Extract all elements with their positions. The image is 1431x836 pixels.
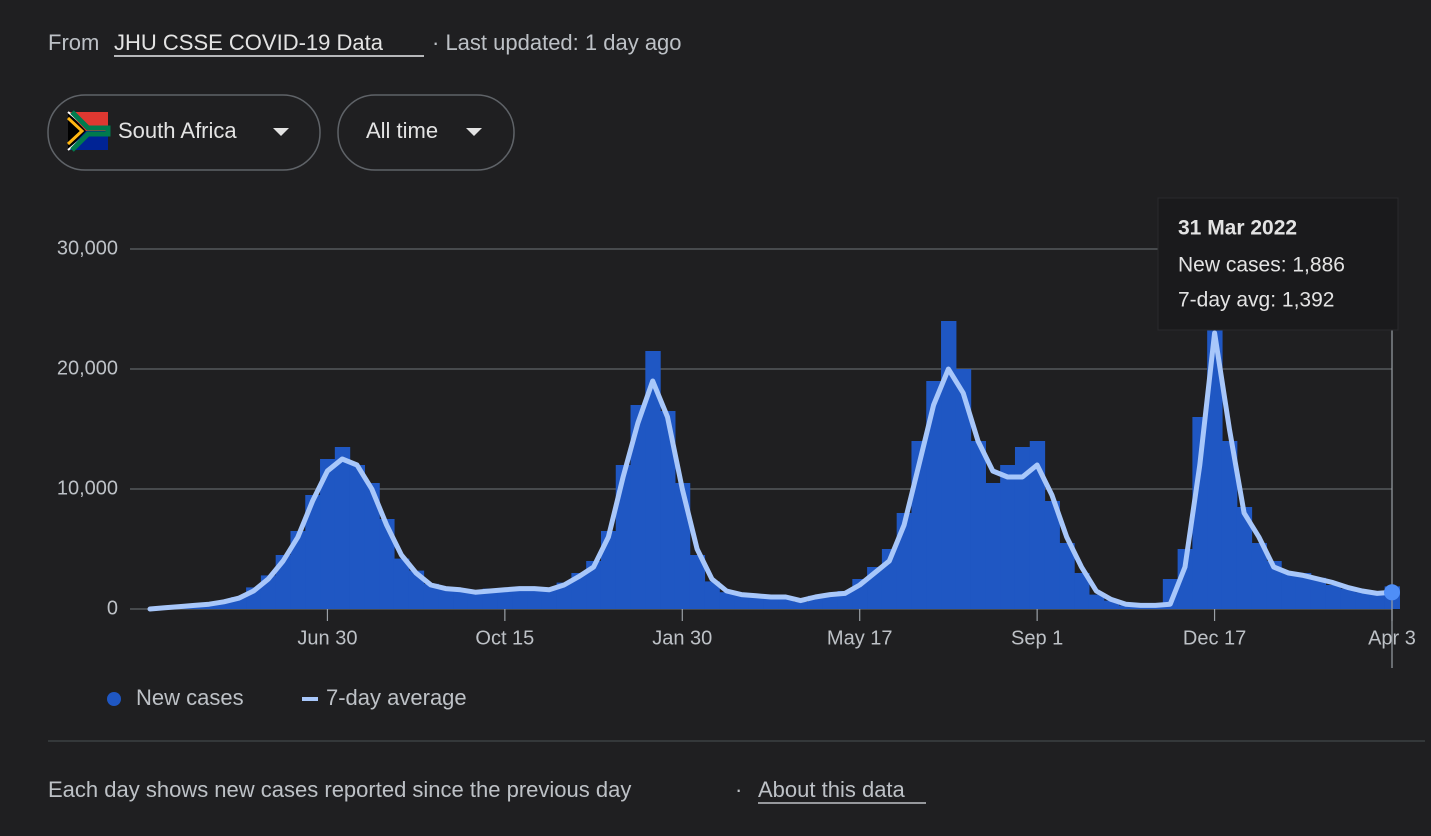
bar [1074, 573, 1090, 609]
bar [320, 459, 336, 609]
footer-note: Each day shows new cases reported since … [48, 777, 631, 802]
bar [1325, 585, 1341, 609]
header-prefix: From [48, 30, 99, 55]
y-tick-label: 20,000 [57, 357, 118, 379]
tooltip-average: 7-day avg: 1,392 [1178, 289, 1334, 312]
bar [1000, 465, 1016, 609]
bar [408, 570, 425, 609]
bar [941, 321, 957, 609]
country-filter[interactable]: South Africa [47, 94, 321, 171]
x-tick-label: Oct 15 [475, 627, 534, 649]
bar [926, 381, 942, 609]
average-line [147, 330, 1395, 612]
bar [497, 591, 513, 609]
bar [1192, 417, 1208, 609]
bar [778, 598, 794, 609]
y-tick-label: 0 [107, 597, 118, 619]
chart: 0 10,000 20,000 30,000 Jun 30 Oct 15 Jan 30 May… [57, 237, 1416, 710]
tooltip-date: 31 Mar 2022 [1178, 217, 1297, 240]
pill [47, 94, 321, 171]
pill [337, 94, 515, 171]
time-filter[interactable]: All time [337, 94, 515, 171]
bar [1251, 543, 1267, 609]
flag [66, 110, 111, 152]
bar [423, 583, 439, 609]
bar [586, 561, 602, 609]
bar [689, 555, 706, 609]
y-tick-label: 10,000 [57, 477, 118, 499]
bar [630, 405, 646, 609]
bar [1355, 592, 1371, 609]
bar [571, 573, 587, 609]
bar [349, 465, 365, 609]
last-updated: · Last updated: 1 day ago [432, 30, 682, 55]
filter-label: South Africa [118, 118, 237, 143]
bar [1236, 507, 1253, 609]
bar [1266, 561, 1282, 609]
footer-separator: · [735, 777, 742, 802]
x-tick-label: Jan 30 [652, 627, 712, 649]
bar [1162, 579, 1179, 609]
filter-label: All time [366, 118, 438, 143]
bar [1088, 594, 1105, 609]
bar [1281, 573, 1297, 609]
bar [290, 531, 306, 609]
bar [1340, 588, 1356, 609]
bar [393, 558, 410, 609]
bar [1029, 441, 1046, 609]
bar [1177, 549, 1193, 609]
bar [1059, 543, 1075, 609]
bar [216, 600, 232, 609]
bar [985, 483, 1001, 609]
bar [379, 519, 395, 609]
bar [660, 411, 676, 609]
bar [600, 531, 617, 609]
bar [1310, 577, 1327, 609]
tooltip: 31 Mar 2022 New cases: 1,886 7-day avg: 1,… [1157, 197, 1399, 331]
bar [955, 369, 972, 609]
dropdown-arrow [466, 128, 482, 136]
bar [527, 589, 543, 609]
tooltip-box [1157, 197, 1399, 331]
bar [1014, 447, 1031, 609]
bar [1103, 600, 1120, 609]
x-tick-label: Dec 17 [1183, 627, 1246, 649]
bar [1207, 327, 1223, 609]
bar [1118, 605, 1134, 609]
bar [512, 587, 528, 609]
bar [1044, 501, 1060, 609]
bar [453, 591, 469, 609]
dropdown-arrow [273, 128, 289, 136]
bar [467, 591, 484, 609]
x-tick-label: Jun 30 [297, 627, 357, 649]
source-link[interactable]: JHU CSSE COVID-19 Data [114, 30, 384, 55]
bar [541, 588, 558, 609]
bar [970, 441, 986, 609]
x-tick-label: May 17 [827, 627, 893, 649]
bar [556, 582, 572, 609]
legend-label: 7-day average [326, 685, 467, 710]
bar [1295, 573, 1312, 609]
legend-swatch [107, 692, 121, 706]
legend-label: New cases [136, 685, 244, 710]
bar [334, 447, 351, 609]
tooltip-new-cases: New cases: 1,886 [1178, 254, 1345, 277]
bar [719, 592, 735, 609]
bar [1221, 441, 1238, 609]
y-tick-label: 30,000 [57, 237, 118, 259]
bar [615, 465, 632, 609]
about-link[interactable]: About this data [758, 777, 906, 802]
bar [438, 587, 454, 609]
bar [364, 483, 380, 609]
hover-dot [1384, 584, 1400, 601]
bar [1369, 594, 1386, 609]
x-tick-label: Sep 1 [1011, 627, 1063, 649]
bar [704, 581, 720, 609]
bar [305, 495, 321, 609]
bar [645, 351, 661, 609]
bar [793, 601, 809, 609]
